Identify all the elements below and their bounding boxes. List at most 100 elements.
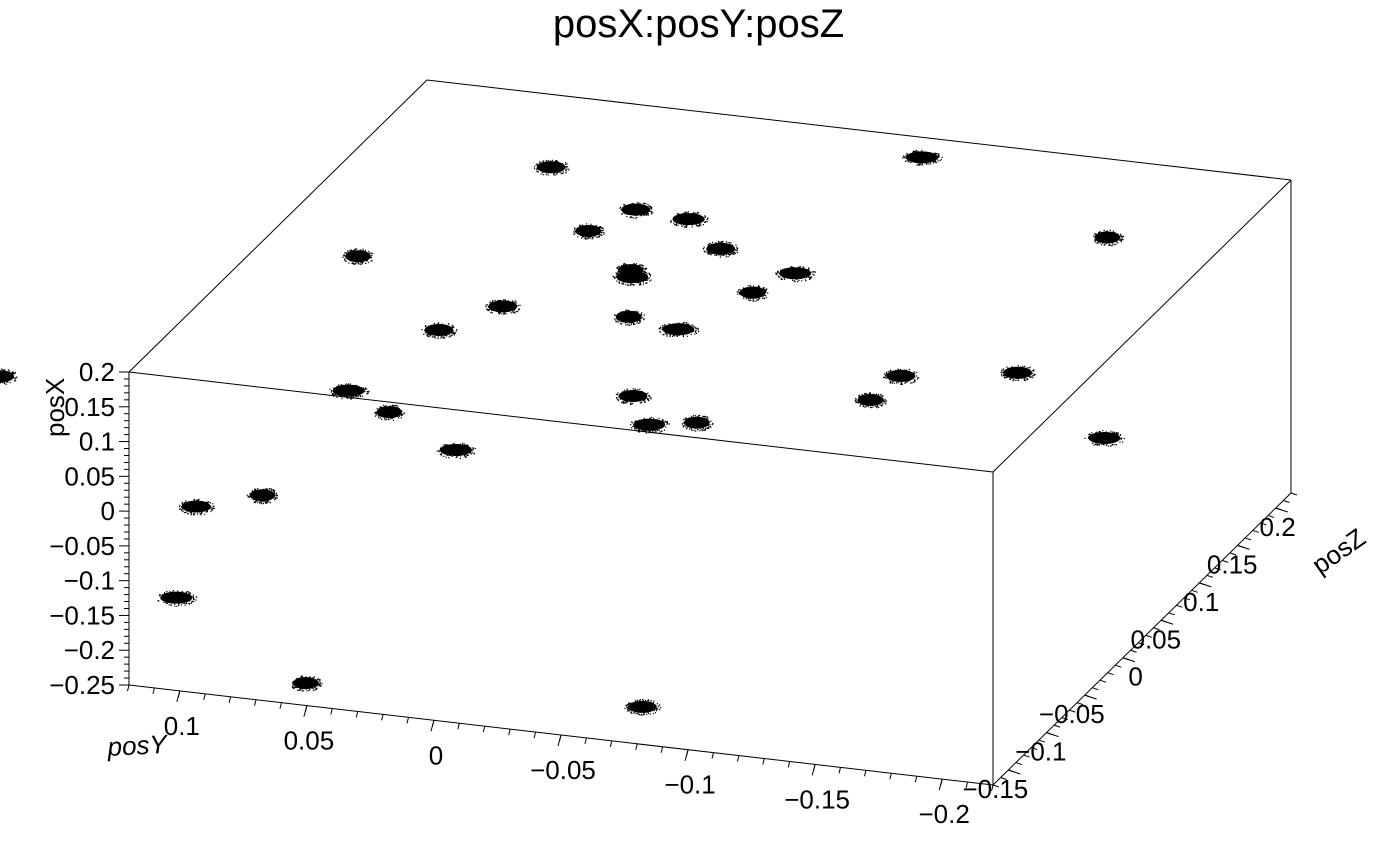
point: [861, 394, 864, 397]
point: [914, 376, 916, 378]
point: [798, 266, 800, 268]
point: [1092, 442, 1094, 444]
point: [704, 421, 706, 423]
point: [590, 223, 592, 225]
point: [264, 490, 266, 492]
point: [665, 421, 668, 423]
point: [692, 415, 694, 417]
point: [1112, 230, 1114, 232]
point: [539, 168, 542, 171]
point: [706, 427, 708, 429]
point: [494, 299, 496, 302]
point: [1092, 433, 1094, 435]
point: [464, 450, 467, 452]
point: [885, 377, 887, 380]
point: [254, 500, 256, 503]
point: [636, 267, 638, 269]
point: [659, 424, 661, 427]
point: [255, 495, 257, 497]
point: [357, 389, 360, 391]
point: [180, 594, 182, 597]
point: [350, 398, 352, 400]
point: [626, 215, 628, 218]
point: [915, 371, 918, 374]
point: [627, 393, 629, 396]
point: [1103, 439, 1105, 441]
point: [686, 335, 688, 337]
point: [166, 600, 168, 602]
x-tick-label: −0.05: [530, 755, 596, 785]
point: [358, 254, 360, 257]
point: [577, 236, 579, 238]
point: [649, 207, 651, 209]
point: [913, 372, 915, 374]
point: [625, 316, 627, 318]
point: [624, 318, 626, 320]
point: [701, 417, 703, 420]
point: [627, 280, 629, 282]
point: [761, 292, 763, 294]
point: [892, 377, 894, 379]
point: [336, 386, 338, 388]
point: [698, 422, 700, 424]
point: [698, 419, 700, 421]
point: [814, 271, 816, 273]
point: [574, 231, 577, 233]
point: [348, 257, 350, 259]
point: [637, 420, 640, 423]
point: [658, 327, 660, 330]
point: [688, 213, 690, 216]
point: [377, 414, 379, 416]
point: [619, 323, 622, 325]
point: [557, 168, 559, 170]
point: [626, 209, 629, 211]
point: [512, 307, 514, 309]
point: [721, 252, 723, 254]
point: [641, 394, 643, 396]
box-edge: [992, 492, 1292, 786]
point: [445, 334, 448, 337]
point: [682, 322, 685, 324]
point: [189, 504, 191, 506]
y-tick-label: 0.2: [79, 357, 115, 387]
point: [648, 710, 651, 712]
point: [621, 265, 623, 267]
point: [921, 155, 924, 157]
point: [905, 157, 907, 159]
point: [719, 243, 721, 246]
point: [260, 500, 263, 502]
point: [503, 306, 505, 308]
point: [587, 237, 590, 239]
point: [688, 221, 690, 223]
cluster-core: [706, 242, 736, 255]
point: [450, 444, 452, 446]
point: [501, 303, 504, 305]
point: [647, 210, 650, 213]
point: [870, 402, 872, 404]
point: [470, 453, 472, 455]
point: [351, 258, 353, 260]
point: [636, 322, 638, 324]
point: [649, 419, 652, 421]
point: [653, 709, 655, 711]
point: [940, 159, 942, 161]
point: [186, 508, 188, 510]
point: [876, 404, 879, 406]
point: [637, 395, 639, 397]
point: [685, 326, 687, 329]
point: [161, 595, 163, 597]
point: [509, 308, 511, 310]
point: [13, 372, 15, 374]
point: [579, 230, 581, 233]
point: [8, 374, 10, 376]
point: [909, 375, 911, 377]
point: [617, 269, 620, 271]
point: [763, 288, 765, 290]
point: [440, 453, 442, 455]
point: [634, 280, 636, 282]
point-cluster: [246, 487, 279, 505]
point: [704, 215, 706, 217]
point: [705, 417, 708, 420]
point: [181, 597, 183, 599]
point: [675, 224, 677, 226]
